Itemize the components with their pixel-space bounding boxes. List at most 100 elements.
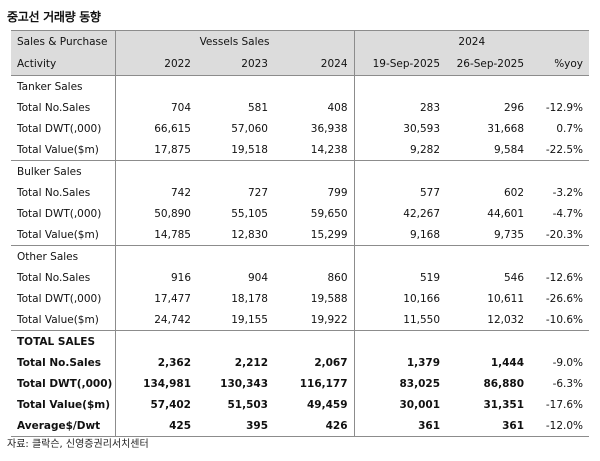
value-yoy: -12.6% xyxy=(545,271,584,284)
row-label: Total DWT(,000) xyxy=(17,292,102,305)
empty-cell xyxy=(530,75,590,97)
header-row-2: Activity 2022 2023 2024 19-Sep-2025 26-S… xyxy=(11,53,590,76)
page-title: 중고선 거래량 동향 xyxy=(7,10,101,24)
value-19-sep-2025: 11,550 xyxy=(353,309,447,331)
value-yoy: -20.3% xyxy=(545,228,584,241)
value-2024: 59,650 xyxy=(310,207,348,220)
empty-cell xyxy=(530,330,590,352)
value-26-sep-2025: 31,668 xyxy=(487,122,525,135)
table-row: Total DWT(,000) 66,615 57,060 36,938 30,593 3… xyxy=(11,118,589,139)
value-2022: 57,402 xyxy=(114,394,197,415)
header-activity: Activity xyxy=(11,53,115,76)
value-19-sep-2025: 283 xyxy=(353,97,447,118)
value-26-sep-2025: 602 xyxy=(503,186,525,199)
table-row: Total Value($m) 24,742 19,155 19,922 11,550 1… xyxy=(11,309,589,331)
value-2022: 425 xyxy=(114,415,197,437)
value-19-sep-2025: 10,166 xyxy=(353,288,447,309)
value-2024: 426 xyxy=(274,415,355,437)
section-header-row: Bulker Sales xyxy=(11,160,590,182)
empty-cell xyxy=(446,245,531,267)
value-26-sep-2025: 546 xyxy=(503,271,525,284)
value-19-sep-2025: 42,267 xyxy=(353,203,447,224)
value-2023: 12,830 xyxy=(231,228,268,241)
empty-cell xyxy=(353,330,447,352)
value-26-sep-2025: 9,735 xyxy=(493,228,525,241)
empty-cell xyxy=(530,160,590,182)
value-26-sep-2025: 1,444 xyxy=(490,356,525,369)
value-26-sep-2025: 31,351 xyxy=(483,398,525,411)
value-2024: 36,938 xyxy=(310,122,348,135)
empty-cell xyxy=(353,245,447,267)
table-row: Total No.Sales 742 727 799 577 602 -3.2% xyxy=(11,182,589,203)
value-2022: 916 xyxy=(114,267,197,288)
value-yoy: -26.6% xyxy=(545,292,584,305)
value-26-sep-2025: 361 xyxy=(446,415,531,437)
value-2022: 134,981 xyxy=(114,373,197,394)
row-label: Total DWT(,000) xyxy=(17,122,102,135)
value-yoy: 0.7% xyxy=(556,122,584,135)
value-2024: 49,459 xyxy=(307,398,348,411)
value-2023: 55,105 xyxy=(231,207,268,220)
value-2024: 116,177 xyxy=(299,377,348,390)
header-col-26-sep-2025: 26-Sep-2025 xyxy=(446,53,531,76)
empty-cell xyxy=(197,75,274,97)
value-yoy: -3.2% xyxy=(552,186,584,199)
value-2023: 904 xyxy=(247,271,268,284)
row-label: Total DWT(,000) xyxy=(17,207,102,220)
value-2022: 704 xyxy=(114,97,197,118)
value-2023: 581 xyxy=(247,101,268,114)
value-2024: 408 xyxy=(327,101,348,114)
value-19-sep-2025: 1,379 xyxy=(353,352,447,373)
row-label: Total Value($m) xyxy=(17,228,99,241)
value-19-sep-2025: 30,593 xyxy=(353,118,447,139)
table-row: Total DWT(,000) 17,477 18,178 19,588 10,166 1… xyxy=(11,288,589,309)
header-col-2024: 2024 xyxy=(274,53,355,76)
table-row: Average$/Dwt 425 395 426 361 361 -12.0% xyxy=(11,415,590,437)
value-2022: 66,615 xyxy=(114,118,197,139)
value-2022: 742 xyxy=(114,182,197,203)
value-2023: 51,503 xyxy=(227,398,268,411)
section-header-row: Other Sales xyxy=(11,245,590,267)
table-row: Total DWT(,000) 50,890 55,105 59,650 42,267 4… xyxy=(11,203,589,224)
empty-cell xyxy=(114,245,197,267)
empty-cell xyxy=(274,160,355,182)
row-label: Total DWT(,000) xyxy=(17,377,113,390)
value-19-sep-2025: 9,282 xyxy=(353,139,447,161)
value-yoy: -9.0% xyxy=(552,356,584,369)
empty-cell xyxy=(114,160,197,182)
source-note: 자료: 클락슨, 신영증권리서치센터 xyxy=(7,439,149,450)
empty-cell xyxy=(446,160,531,182)
value-26-sep-2025: 10,611 xyxy=(487,292,525,305)
value-26-sep-2025: 86,880 xyxy=(483,377,525,390)
value-2024: 799 xyxy=(327,186,348,199)
value-2023: 57,060 xyxy=(231,122,268,135)
table-row: Total No.Sales 704 581 408 283 296 -12.9% xyxy=(11,97,589,118)
value-19-sep-2025: 577 xyxy=(353,182,447,203)
table-row: Total DWT(,000) 134,981 130,343 116,177 83,0… xyxy=(11,373,589,394)
value-2023: 130,343 xyxy=(220,377,268,390)
header-row-1: Sales & Purchase Vessels Sales 2024 xyxy=(11,30,590,53)
header-col-2023: 2023 xyxy=(197,53,274,76)
value-2024: 2,067 xyxy=(314,356,348,369)
row-label: Total Value($m) xyxy=(17,398,111,411)
value-2022: 24,742 xyxy=(114,309,197,331)
value-yoy: -12.9% xyxy=(545,101,584,114)
empty-cell xyxy=(530,245,590,267)
empty-cell xyxy=(274,245,355,267)
value-2023: 727 xyxy=(247,186,268,199)
value-2022: 50,890 xyxy=(114,203,197,224)
table-row: Total Value($m) 14,785 12,830 15,299 9,168 9,… xyxy=(11,224,589,246)
row-label: Total No.Sales xyxy=(17,356,101,369)
value-19-sep-2025: 30,001 xyxy=(353,394,447,415)
empty-cell xyxy=(446,75,531,97)
vessel-sales-table: Sales & Purchase Vessels Sales 2024 Acti… xyxy=(11,30,590,437)
section-title: Other Sales xyxy=(11,245,115,267)
row-label: Total No.Sales xyxy=(17,186,91,199)
value-2024: 19,922 xyxy=(310,313,348,326)
value-2023: 19,155 xyxy=(231,313,268,326)
value-yoy: -17.6% xyxy=(545,398,584,411)
value-2023: 18,178 xyxy=(231,292,268,305)
value-2024: 19,588 xyxy=(310,292,348,305)
header-year: 2024 xyxy=(353,30,590,53)
row-label: Total No.Sales xyxy=(17,101,91,114)
